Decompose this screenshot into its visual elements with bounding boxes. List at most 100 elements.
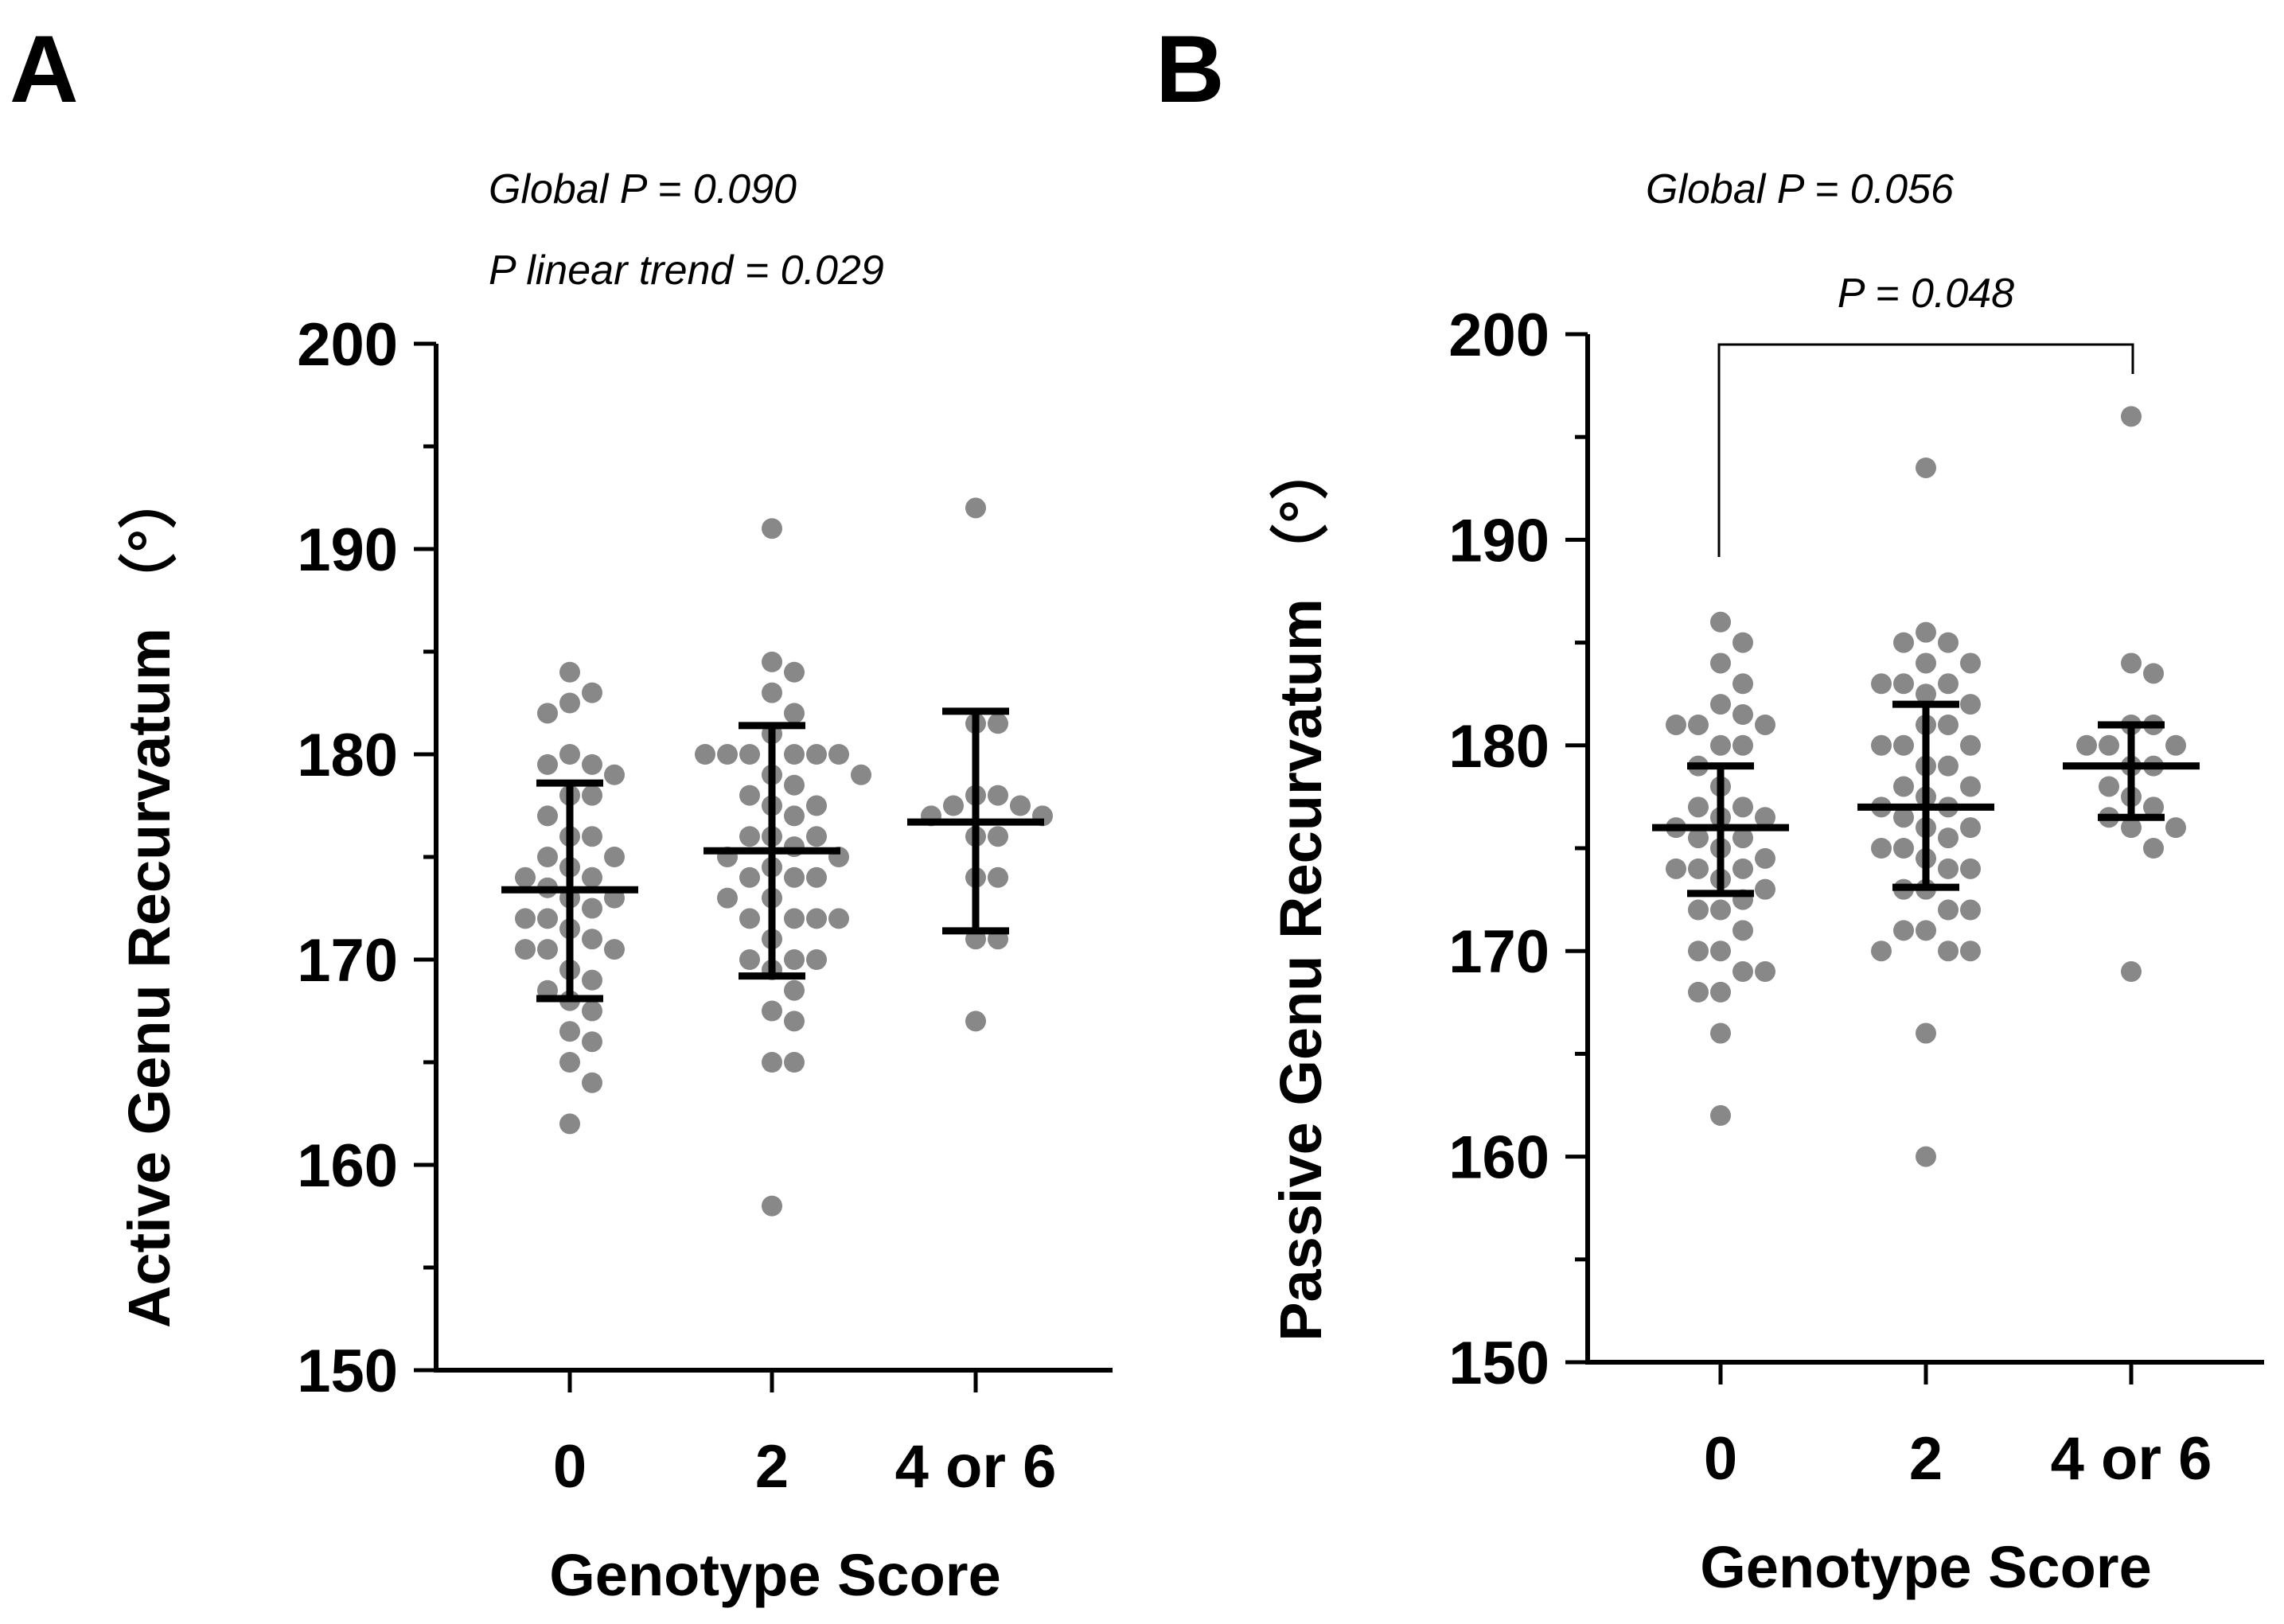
panel-a-data-point: [515, 908, 536, 929]
panel-b-data-point: [1732, 961, 1753, 983]
panel-b-data-point: [1871, 673, 1892, 695]
panel-b-data-point: [1938, 755, 1959, 777]
panel-a-data-point: [559, 744, 580, 765]
panel-b-data-point: [2076, 734, 2097, 756]
panel-b-comparison-bracket: [1717, 343, 2134, 557]
panel-b-data-point: [1938, 941, 1959, 962]
panel-a-axes: 150 160 170 180 190 200 0 2 4 or 6: [297, 311, 1113, 1501]
panel-a-data-point: [604, 939, 625, 960]
panel-a-data-point: [717, 887, 738, 909]
panel-a-data-point: [1010, 795, 1031, 816]
panel-a-data-point: [582, 754, 602, 775]
panel-a-data-point: [828, 744, 849, 765]
panel-b-data-point: [1960, 776, 1981, 797]
panel-a-x-tick-label: 2: [755, 1433, 789, 1501]
panel-b-data-point: [1755, 714, 1775, 735]
panel-b-global-p: Global P = 0.056: [1646, 166, 1954, 212]
panel-a-data-point: [739, 744, 760, 765]
panel-b-data-point: [1916, 1146, 1936, 1167]
panel-b-x-tick-label: 0: [1704, 1425, 1737, 1493]
panel-b-y-tick-label: 150: [1448, 1330, 1549, 1397]
panel-b-data-point: [1732, 828, 1753, 849]
panel-b-data-point: [1916, 621, 1936, 643]
panel-b-data-point: [2165, 817, 2186, 839]
panel-a-y-tick-label: 190: [297, 516, 398, 584]
panel-b-data-point: [1666, 858, 1686, 879]
panel-b-data-point: [1710, 652, 1731, 674]
panel-a-data-point: [582, 682, 602, 703]
panel-b-data-point: [1916, 683, 1936, 705]
panel-a-data-point: [784, 979, 805, 1001]
panel-b-data-point: [1938, 673, 1959, 695]
panel-b-data-point: [1960, 694, 1981, 715]
panel-a-data-point: [537, 908, 558, 929]
panel-a-data-point: [559, 661, 580, 683]
panel-a-x-tick-label: 0: [553, 1433, 587, 1501]
panel-b-data-point: [1732, 920, 1753, 941]
panel-b-data-point: [1938, 899, 1959, 921]
panel-b-data-point: [1688, 899, 1709, 921]
panel-a-data-point: [965, 497, 986, 519]
panel-a-data-point: [739, 785, 760, 806]
panel-a-data-point: [988, 785, 1008, 806]
panel-b-data-point: [1893, 673, 1914, 695]
panel-b-data-point: [1688, 796, 1709, 818]
panel-b-y-tick-label: 190: [1448, 507, 1549, 574]
panel-b-data-point: [1732, 704, 1753, 726]
panel-a-data-point: [806, 795, 827, 816]
panel-a-data-point: [806, 744, 827, 765]
panel-a-data-point: [559, 1113, 580, 1135]
panel-a-global-p: Global P = 0.090: [489, 166, 797, 212]
panel-a-y-axis-title: Active Genu Recurvatum （°）: [116, 470, 182, 1328]
panel-a-data-point: [784, 774, 805, 796]
panel-a-data-point: [762, 518, 782, 539]
panel-b-data-point: [1893, 807, 1914, 828]
panel-a-data-point: [582, 785, 602, 806]
panel-a: A Global P = 0.090 P linear trend = 0.02…: [10, 16, 1113, 1608]
panel-b-data-point: [1755, 878, 1775, 900]
panel-b-data-point: [1893, 776, 1914, 797]
panel-a-x-axis-title: Genotype Score: [549, 1542, 1001, 1608]
panel-b-data-point: [1732, 632, 1753, 653]
panel-a-data-point: [559, 1021, 580, 1042]
panel-a-data-point: [806, 867, 827, 888]
panel-b-data-point: [1688, 858, 1709, 879]
panel-a-data-point: [828, 908, 849, 929]
panel-a-data-point: [604, 764, 625, 785]
panel-a-data-point: [582, 867, 602, 888]
panel-b-data-point: [1893, 838, 1914, 859]
panel-a-data-point: [762, 651, 782, 672]
panel-a-data-point: [582, 969, 602, 991]
panel-a-data-point: [784, 949, 805, 970]
panel-b-data-point: [1916, 920, 1936, 941]
panel-b-data-point: [1710, 941, 1731, 962]
panel-a-data-point: [784, 703, 805, 724]
panel-b-data-point: [2143, 796, 2164, 818]
panel-a-data-point: [784, 908, 805, 929]
panel-a-data-point: [784, 661, 805, 683]
panel-b-data-point: [1710, 1022, 1731, 1044]
panel-b-x-tick-label: 2: [1909, 1425, 1943, 1493]
panel-b: B Global P = 0.056 P = 0.048 150 160 170 18…: [1156, 16, 2264, 1600]
panel-b-data-point: [1893, 920, 1914, 941]
panel-b-data-point: [2143, 838, 2164, 859]
panel-b-data-point: [1688, 714, 1709, 735]
panel-a-data-point: [537, 805, 558, 827]
panel-b-data-point: [1938, 714, 1959, 735]
panel-a-data-point: [515, 867, 536, 888]
panel-b-data-point: [1960, 817, 1981, 839]
panel-a-data-point: [739, 867, 760, 888]
panel-b-data-point: [1893, 632, 1914, 653]
panel-a-data-point: [784, 744, 805, 765]
panel-a-data-point: [582, 826, 602, 847]
panel-a-data-point: [537, 847, 558, 867]
panel-b-y-tick-label: 160: [1448, 1124, 1549, 1192]
panel-a-y-tick-label: 170: [297, 927, 398, 995]
panel-a-data-point: [604, 847, 625, 867]
panel-a-data-point: [582, 1072, 602, 1093]
panel-b-data-point: [1710, 899, 1731, 921]
panel-b-data-point: [1688, 941, 1709, 962]
panel-b-data-point: [1755, 847, 1775, 869]
panel-b-data-point: [2143, 663, 2164, 684]
panel-b-data-point: [2121, 652, 2142, 674]
